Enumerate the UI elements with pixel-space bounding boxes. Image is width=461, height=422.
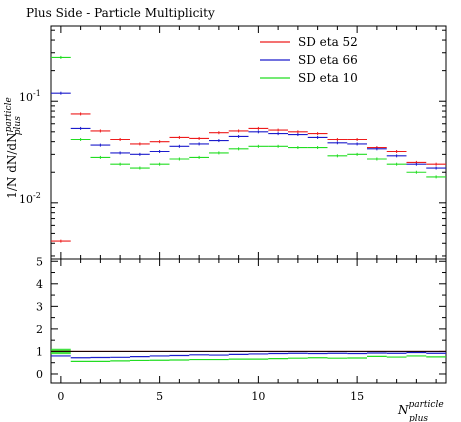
main-ticks xyxy=(51,26,446,259)
x-tick-label: 10 xyxy=(251,390,265,403)
x-tick-labels: 0 5 10 15 xyxy=(57,390,364,403)
x-axis-title-sup: particle xyxy=(409,400,444,410)
legend-label-1: SD eta 66 xyxy=(298,53,358,67)
ratio-y-tick-label: 5 xyxy=(36,255,43,268)
y-axis-title-main: 1/N dN/dN xyxy=(5,132,19,198)
legend-label-2: SD eta 10 xyxy=(298,71,358,85)
y-axis-title-sup: particle xyxy=(4,97,14,132)
y-tick-label-exponent: -2 xyxy=(33,191,41,200)
x-axis-title: Nparticle plus xyxy=(397,400,444,422)
main-series xyxy=(51,55,446,243)
x-tick-label: 5 xyxy=(156,390,163,403)
y-tick-label-base: 10 xyxy=(19,193,33,206)
ratio-y-tick-labels: 0 1 2 3 4 5 xyxy=(36,255,43,381)
main-panel-frame xyxy=(50,25,447,260)
ratio-panel-frame xyxy=(50,258,447,384)
ratio-y-tick-label: 1 xyxy=(36,345,43,358)
y-tick-label-exponent: -1 xyxy=(33,89,41,98)
y-axis-title: 1/N dN/dNparticleplus xyxy=(4,97,23,199)
y-axis-title-sub: plus xyxy=(13,116,23,135)
y-tick-label-base: 10 xyxy=(19,91,33,104)
y-tick-label-0-1: 10-1 xyxy=(19,89,41,104)
x-tick-label: 0 xyxy=(57,390,64,403)
chart-title: Plus Side - Particle Multiplicity xyxy=(26,6,215,20)
ratio-y-tick-label: 2 xyxy=(36,323,43,336)
ratio-y-tick-label: 3 xyxy=(36,300,43,313)
x-axis-title-main: N xyxy=(397,403,409,417)
ratio-y-tick-label: 0 xyxy=(36,368,43,381)
ratio-ticks xyxy=(51,259,446,383)
ratio-y-tick-label: 4 xyxy=(36,278,43,291)
x-tick-label: 15 xyxy=(350,390,364,403)
legend-label-0: SD eta 52 xyxy=(298,35,358,49)
legend: SD eta 52 SD eta 66 SD eta 10 xyxy=(260,35,358,85)
ratio-series xyxy=(51,348,446,362)
y-tick-label-0-2: 10-2 xyxy=(19,191,41,206)
x-axis-title-sub: plus xyxy=(409,414,428,422)
